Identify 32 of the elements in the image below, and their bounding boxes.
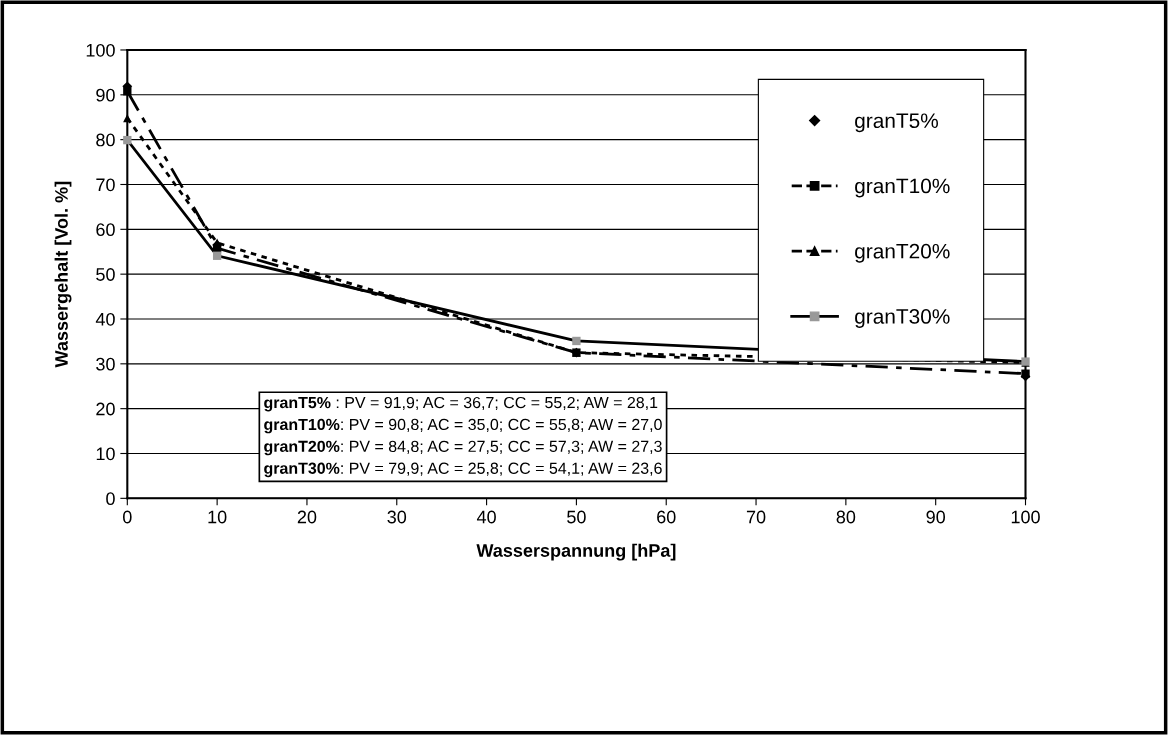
x-tick-label: 0 — [123, 510, 132, 524]
x-tick-label: 60 — [657, 510, 676, 524]
annotation: granT20%: PV = 84,8; AC = 27,5; CC = 57,3; AW = 27,3 — [264, 440, 662, 456]
y-tick-label: 80 — [96, 133, 115, 147]
x-tick-label: 80 — [836, 510, 856, 524]
y-tick-label: 20 — [96, 402, 115, 416]
x-tick-label: 70 — [746, 510, 766, 524]
y-tick-label: 100 — [86, 43, 115, 57]
legend-label: granT20% — [855, 243, 950, 263]
x-tick-label: 100 — [1011, 510, 1040, 524]
legend-label: granT30% — [855, 309, 950, 328]
x-tick-label: 40 — [476, 510, 496, 524]
annotation: granT10%: PV = 90,8; AC = 35,0; CC = 55,8; AW = 27,0 — [264, 418, 662, 434]
y-tick-label: 70 — [96, 178, 115, 192]
y-tick-label: 50 — [96, 268, 115, 281]
annotation: granT30%: PV = 79,9; AC = 25,8; CC = 54,1; AW = 23,6 — [264, 462, 662, 478]
legend-label: granT5% — [855, 113, 938, 133]
x-tick-label: 30 — [387, 510, 407, 524]
x-tick-label: 50 — [567, 510, 586, 524]
legend-label: granT10% — [855, 178, 950, 198]
annotation: granT5% : PV = 91,9; AC = 36,7; CC = 55,2; AW = 28,1 — [264, 396, 658, 412]
y-tick-label: 30 — [96, 357, 115, 371]
x-tick-label: 20 — [297, 510, 317, 524]
x-tick-label: 10 — [208, 510, 227, 524]
x-tick-label: 90 — [926, 510, 946, 524]
y-tick-label: 40 — [95, 312, 115, 326]
y-tick-label: 60 — [96, 223, 115, 237]
y-tick-label: 90 — [96, 88, 115, 102]
y-tick-label: 0 — [106, 492, 115, 506]
y-axis-title: Wassergehalt [Vol. %] — [54, 181, 72, 368]
x-axis-title: Wasserspannung [hPa] — [476, 543, 676, 561]
y-tick-label: 10 — [96, 447, 115, 461]
